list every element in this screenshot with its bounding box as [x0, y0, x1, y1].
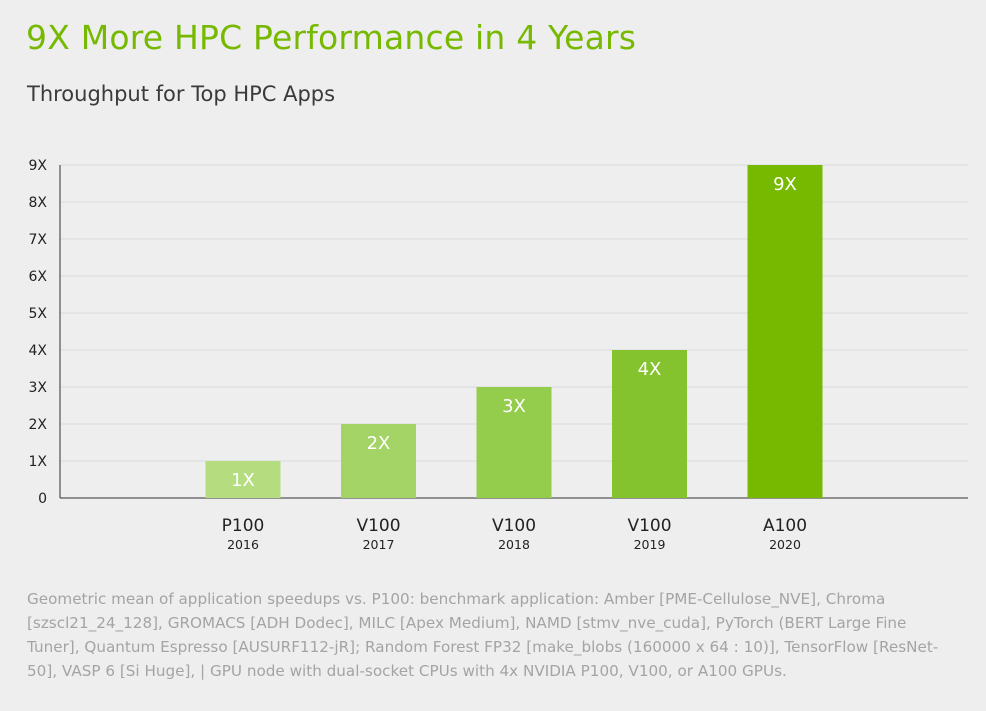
- footnote: Geometric mean of application speedups v…: [27, 590, 939, 680]
- bar-data-label: 4X: [638, 359, 662, 380]
- y-tick-label: 4X: [29, 343, 48, 359]
- x-category-label: A100: [763, 516, 807, 536]
- y-tick-label: 7X: [29, 232, 48, 248]
- bar: [476, 387, 552, 498]
- x-category-label: P100: [222, 516, 265, 536]
- bar: [205, 461, 281, 498]
- bar: [612, 350, 687, 498]
- y-tick-label: 6X: [29, 269, 48, 285]
- bar: [341, 424, 416, 498]
- x-year-label: 2018: [498, 537, 530, 552]
- y-tick-label: 5X: [29, 306, 48, 322]
- y-tick-label: 1X: [29, 454, 48, 470]
- x-category-label: V100: [356, 516, 400, 536]
- y-tick-label: 9X: [29, 158, 48, 174]
- bar-data-label: 3X: [502, 396, 526, 417]
- y-tick-label: 2X: [29, 417, 48, 433]
- x-year-label: 2017: [363, 537, 395, 552]
- x-year-label: 2019: [634, 537, 666, 552]
- y-tick-label: 3X: [29, 380, 48, 396]
- x-year-label: 2016: [227, 537, 259, 552]
- bar-data-label: 9X: [773, 174, 797, 195]
- bar: [747, 165, 823, 498]
- bar-data-label: 2X: [367, 433, 391, 454]
- bar-chart: 01X2X3X4X5X6X7X8X9X1XP10020162XV10020173…: [29, 158, 968, 552]
- x-year-label: 2020: [769, 537, 801, 552]
- y-tick-label: 8X: [29, 195, 48, 211]
- chart-title: 9X More HPC Performance in 4 Years: [26, 18, 637, 57]
- bar-data-label: 1X: [231, 470, 255, 491]
- chart-subtitle: Throughput for Top HPC Apps: [27, 82, 336, 106]
- y-tick-label: 0: [38, 491, 47, 507]
- x-category-label: V100: [627, 516, 671, 536]
- x-category-label: V100: [492, 516, 536, 536]
